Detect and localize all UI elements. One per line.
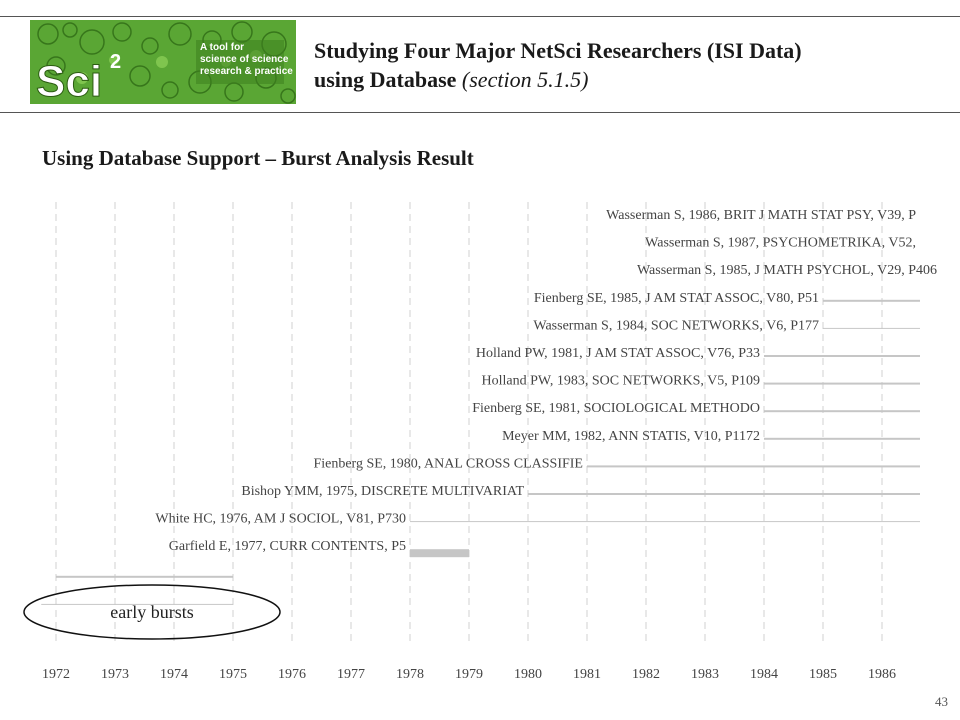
x-tick-label: 1977 — [337, 667, 365, 682]
logo-tagline-1: A tool for — [200, 42, 244, 53]
logo-brand: Sci — [36, 57, 102, 104]
burst-bar — [56, 575, 233, 578]
burst-bar — [410, 521, 920, 523]
burst-chart-svg: Wasserman S, 1986, BRIT J MATH STAT PSY,… — [23, 202, 937, 682]
burst-label: Wasserman S, 1987, PSYCHOMETRIKA, V52, — [645, 236, 916, 251]
burst-label: Bishop YMM, 1975, DISCRETE MULTIVARIAT — [241, 484, 524, 499]
header-bottom-rule — [0, 112, 960, 113]
early-bursts-ring — [23, 584, 281, 640]
sci2-logo-graphic: A tool for science of science research &… — [30, 20, 296, 104]
slide-subtitle: Using Database Support – Burst Analysis … — [42, 146, 474, 170]
burst-bar — [823, 327, 920, 329]
logo-superscript: 2 — [110, 51, 121, 73]
x-tick-label: 1985 — [809, 667, 837, 682]
x-tick-label: 1978 — [396, 667, 424, 682]
slide-title-line1: Studying Four Major NetSci Researchers (… — [314, 38, 802, 63]
burst-label: Wasserman S, 1986, BRIT J MATH STAT PSY,… — [606, 208, 916, 223]
slide-title-section: (section 5.1.5) — [461, 67, 589, 92]
x-tick-label: 1973 — [101, 667, 129, 682]
slide-title-line2: using Database (section 5.1.5) — [314, 65, 802, 94]
burst-label: Holland PW, 1983, SOC NETWORKS, V5, P109 — [482, 374, 760, 389]
burst-bar — [528, 493, 920, 495]
x-tick-label: 1972 — [42, 667, 70, 682]
burst-label: Wasserman S, 1985, J MATH PSYCHOL, V29, … — [637, 263, 937, 278]
burst-label: Holland PW, 1981, J AM STAT ASSOC, V76, … — [476, 346, 760, 361]
early-bursts-label: early bursts — [110, 602, 193, 622]
burst-label: Wasserman S, 1984, SOC NETWORKS, V6, P17… — [533, 318, 819, 333]
bar-layer — [41, 299, 920, 605]
logo-tagline-2: science of science — [200, 54, 289, 65]
burst-bar — [764, 382, 920, 385]
burst-bar — [410, 549, 469, 558]
header-top-rule — [0, 16, 960, 17]
burst-label: Fienberg SE, 1985, J AM STAT ASSOC, V80,… — [534, 291, 819, 306]
x-tick-label: 1983 — [691, 667, 719, 682]
burst-bar — [764, 410, 920, 413]
label-layer: Wasserman S, 1986, BRIT J MATH STAT PSY,… — [155, 208, 937, 554]
page-number: 43 — [935, 694, 948, 709]
x-tick-label: 1974 — [160, 667, 188, 682]
sci2-logo: A tool for science of science research &… — [30, 20, 296, 104]
grid-layer — [55, 202, 883, 642]
x-tick-label: 1986 — [868, 667, 896, 682]
burst-chart: Wasserman S, 1986, BRIT J MATH STAT PSY,… — [0, 190, 960, 690]
slide-title: Studying Four Major NetSci Researchers (… — [314, 36, 802, 94]
x-tick-label: 1980 — [514, 667, 542, 682]
logo-tagline-3: research & practice — [200, 66, 293, 77]
burst-label: Meyer MM, 1982, ANN STATIS, V10, P1172 — [502, 429, 760, 444]
burst-bar — [587, 465, 920, 468]
tick-layer: 1972 1973 1974 1975 1976 1977 1978 1979 1980 1981… — [42, 667, 896, 682]
burst-label: White HC, 1976, AM J SOCIOL, V81, P730 — [155, 512, 406, 527]
slide-title-main: using Database — [314, 67, 457, 92]
x-tick-label: 1981 — [573, 667, 601, 682]
x-tick-label: 1982 — [632, 667, 660, 682]
burst-bar — [41, 603, 233, 605]
burst-bar — [823, 299, 920, 302]
burst-bar — [764, 437, 920, 440]
x-tick-label: 1976 — [278, 667, 306, 682]
x-tick-label: 1984 — [750, 667, 778, 682]
burst-label: Garfield E, 1977, CURR CONTENTS, P5 — [169, 539, 406, 554]
burst-bar — [764, 355, 920, 357]
burst-label: Fienberg SE, 1981, SOCIOLOGICAL METHODO — [472, 401, 760, 416]
burst-label: Fienberg SE, 1980, ANAL CROSS CLASSIFIE — [313, 456, 583, 471]
x-tick-label: 1979 — [455, 667, 483, 682]
x-tick-label: 1975 — [219, 667, 247, 682]
